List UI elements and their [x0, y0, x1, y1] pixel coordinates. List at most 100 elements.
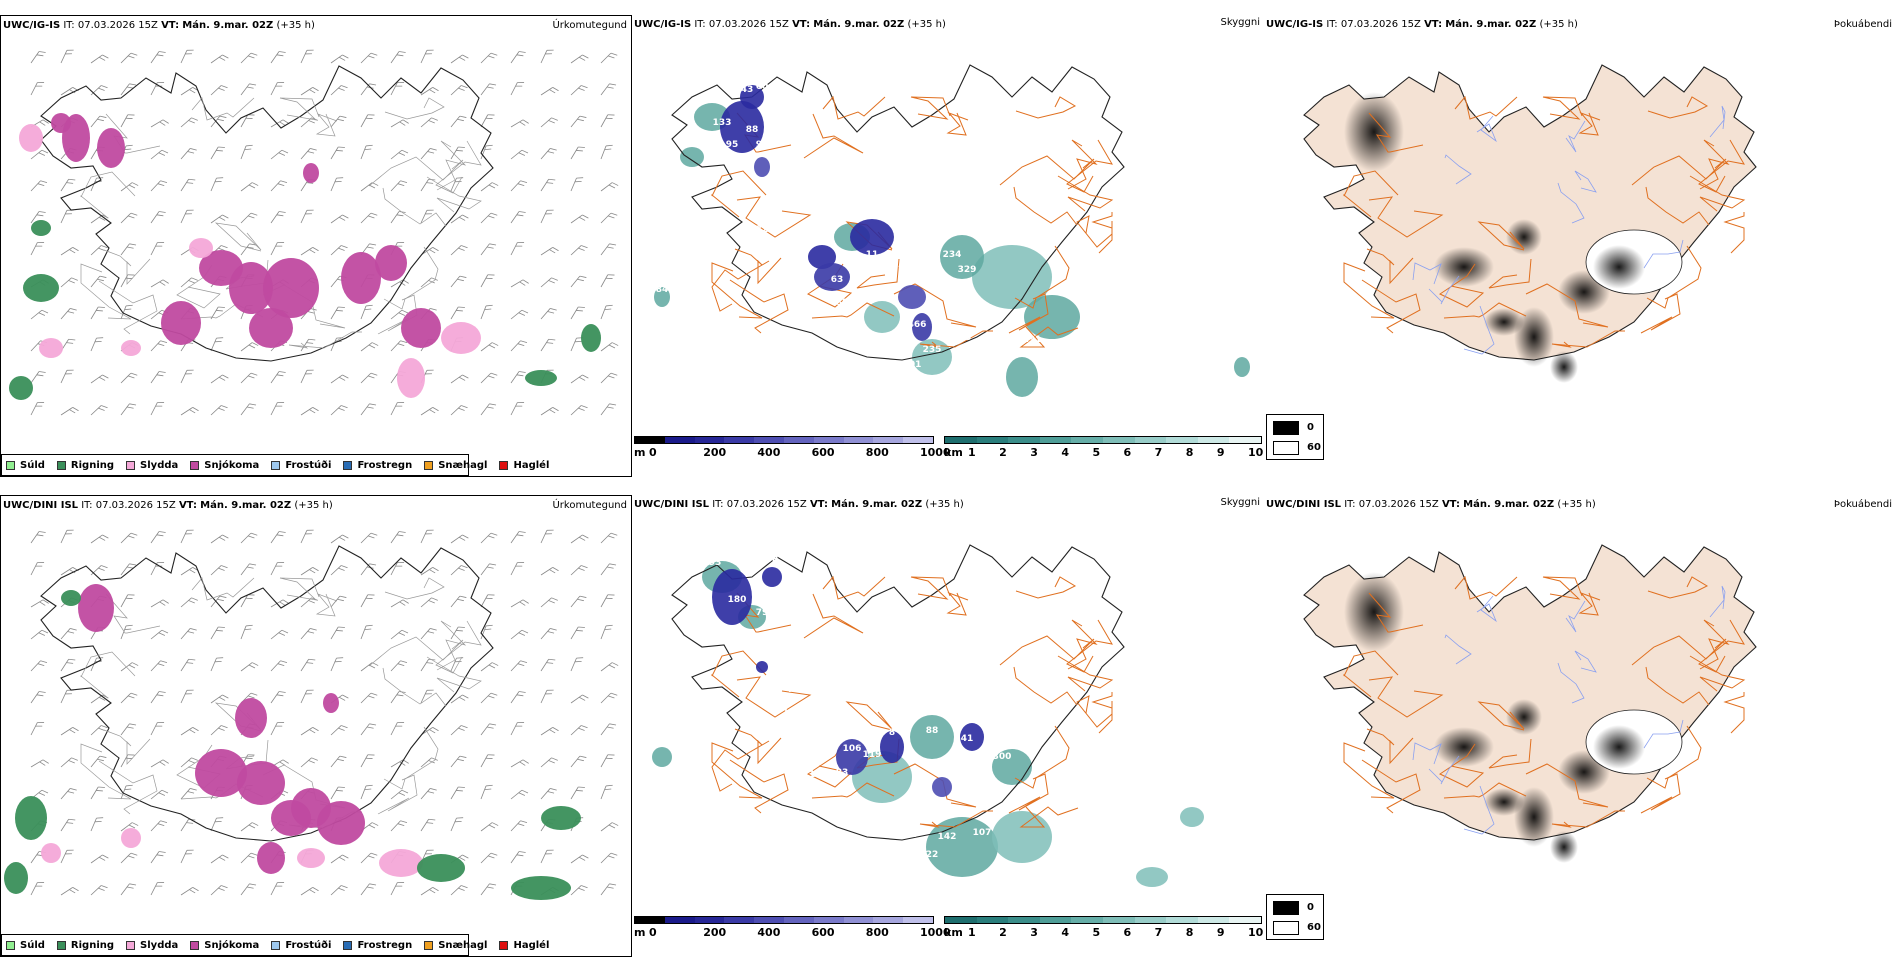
- wind-barb: [90, 725, 108, 736]
- fog-legend-label: 60: [1307, 922, 1321, 933]
- road-line: [1645, 186, 1710, 226]
- cloud-base-label: 8: [889, 728, 895, 738]
- wind-barb: [210, 885, 228, 896]
- wind-barb: [330, 405, 348, 416]
- road-line: [1443, 782, 1527, 799]
- wind-barb: [120, 274, 135, 288]
- colorbar-unit: km: [944, 446, 963, 459]
- wind-barb: [90, 534, 109, 544]
- wind-barb: [450, 146, 465, 160]
- cloud-base-label: 58: [766, 555, 779, 565]
- colorbar-segment: [724, 917, 755, 923]
- road-line: [1091, 692, 1113, 734]
- cloud-base-label: 329: [958, 265, 977, 275]
- wind-barb: [600, 403, 617, 416]
- cloud-base-label: 938: [953, 368, 972, 378]
- wind-barb: [30, 51, 46, 64]
- wind-barb: [600, 52, 618, 64]
- wind-barb: [510, 309, 529, 320]
- precip-area: [960, 723, 984, 751]
- cloud-base-label: 11: [778, 655, 791, 665]
- wind-barb: [360, 212, 378, 224]
- legend-label: Snjókoma: [204, 459, 260, 471]
- cloud-base-label: 119: [863, 750, 882, 760]
- wind-barb: [120, 784, 133, 800]
- road-line: [382, 667, 447, 707]
- road-line: [1647, 576, 1709, 599]
- wind-barb: [60, 757, 78, 768]
- river-line: [1709, 105, 1726, 138]
- cloud-base-label: 57: [971, 408, 984, 418]
- wind-barb: [510, 340, 528, 352]
- wind-barb: [210, 115, 227, 128]
- wind-barb: [390, 340, 408, 352]
- wind-barb: [420, 49, 434, 64]
- wind-barb: [30, 402, 45, 416]
- wind-barb: [240, 243, 257, 256]
- road-line: [279, 97, 320, 121]
- wind-barb: [210, 306, 225, 320]
- precip-area: [341, 252, 381, 304]
- precip-area: [121, 828, 141, 848]
- precip-area: [836, 739, 868, 775]
- wind-barb: [360, 144, 373, 160]
- wind-barb: [450, 534, 469, 544]
- wind-barb: [30, 82, 45, 96]
- colorbar-tick: 3: [1030, 926, 1038, 939]
- wind-barb: [270, 402, 285, 416]
- colorbar-unit: m: [634, 446, 646, 459]
- wind-barb: [450, 115, 467, 128]
- wind-barb: [120, 563, 137, 576]
- colorbar-segment: [694, 437, 725, 443]
- colorbar-tick: 1: [968, 926, 976, 939]
- precip-type-map: [9, 49, 619, 416]
- road-line: [1454, 95, 1518, 120]
- wind-barb: [570, 245, 588, 256]
- wind-barb: [600, 144, 613, 160]
- wind-barb: [480, 182, 499, 192]
- wind-barb: [270, 722, 285, 736]
- wind-barb: [90, 337, 104, 352]
- colorbar-segment: [976, 437, 1009, 443]
- wind-barb: [420, 209, 434, 224]
- precip-area: [397, 358, 425, 398]
- wind-barb: [180, 788, 197, 800]
- precip-area: [15, 796, 47, 840]
- wind-barb: [600, 212, 618, 224]
- wind-barb: [90, 694, 109, 704]
- road-line: [1014, 245, 1070, 309]
- wind-barb: [420, 658, 436, 672]
- road-line: [729, 759, 789, 814]
- river-line: [1463, 305, 1495, 355]
- wind-barb: [540, 49, 554, 64]
- cloud-base-label: 133: [713, 118, 732, 128]
- road-line: [845, 701, 893, 731]
- precip-area: [441, 322, 481, 354]
- road-line: [1067, 139, 1098, 190]
- precip-area: [864, 301, 900, 333]
- road-line: [1542, 576, 1583, 600]
- wind-barb: [570, 885, 588, 896]
- legend-item: Snjókoma: [190, 940, 259, 951]
- precip-area: [263, 258, 319, 318]
- road-line: [999, 155, 1095, 186]
- wind-barb: [540, 87, 559, 96]
- colorbar-tick: 6: [1123, 926, 1132, 939]
- wind-barb: [480, 304, 493, 320]
- wind-barb: [360, 883, 377, 896]
- wind-barb: [150, 119, 169, 128]
- precip-area: [195, 749, 247, 797]
- wind-barb: [390, 402, 405, 416]
- legend-item: Frostúði: [271, 940, 331, 951]
- road-line: [1689, 655, 1746, 692]
- cloud-base-label: 235: [923, 345, 942, 355]
- precip-area: [1006, 357, 1038, 397]
- road-line: [734, 728, 782, 765]
- precip-area: [654, 287, 670, 307]
- cloud-base-label: 85: [866, 360, 879, 370]
- wind-barb: [600, 274, 615, 288]
- precip-area: [712, 569, 752, 625]
- wind-barb: [420, 689, 434, 704]
- cloud-base-label: 83: [836, 768, 849, 778]
- wind-barb: [60, 87, 79, 96]
